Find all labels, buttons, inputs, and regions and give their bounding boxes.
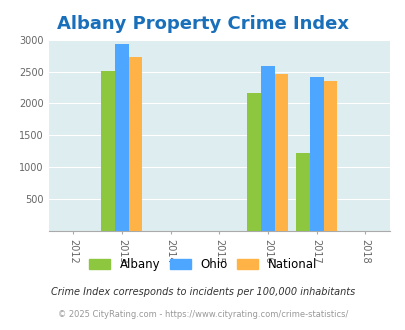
Bar bbox=[274, 74, 288, 231]
Text: © 2025 CityRating.com - https://www.cityrating.com/crime-statistics/: © 2025 CityRating.com - https://www.city… bbox=[58, 310, 347, 319]
Bar bbox=[128, 57, 142, 231]
Bar bbox=[115, 44, 128, 231]
Bar bbox=[101, 71, 115, 231]
Text: Crime Index corresponds to incidents per 100,000 inhabitants: Crime Index corresponds to incidents per… bbox=[51, 287, 354, 297]
Bar bbox=[309, 77, 323, 231]
Bar bbox=[323, 81, 336, 231]
Bar bbox=[296, 153, 309, 231]
Legend: Albany, Ohio, National: Albany, Ohio, National bbox=[84, 253, 321, 276]
Bar bbox=[247, 93, 260, 231]
Text: Albany Property Crime Index: Albany Property Crime Index bbox=[57, 15, 348, 33]
Bar bbox=[260, 66, 274, 231]
